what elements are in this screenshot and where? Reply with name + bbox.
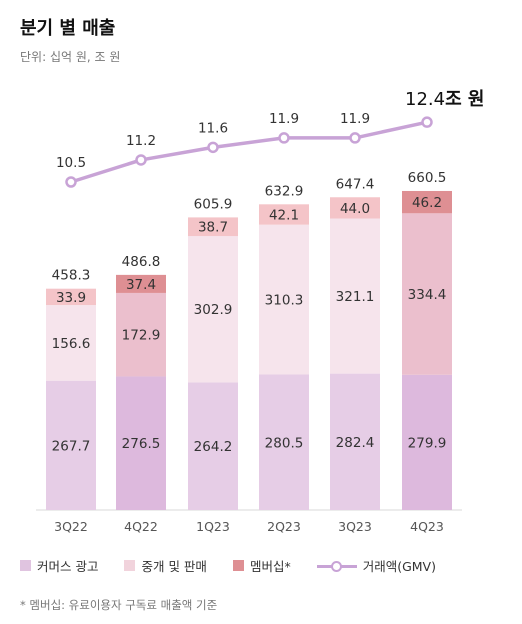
x-tick-label-3Q22: 3Q22 — [54, 519, 88, 534]
bar-1Q23-series-0 — [188, 382, 238, 510]
chart-legend: 커머스 광고 중개 및 판매 멤버십* 거래액(GMV) — [20, 556, 462, 575]
gmv-point-2Q23 — [278, 132, 290, 144]
bar-4Q22-series-2 — [116, 274, 166, 293]
total-label-4Q23: 660.5 — [408, 170, 447, 186]
legend-swatch-brokerage — [124, 560, 136, 571]
gmv-label-1Q23: 11.6 — [198, 120, 228, 136]
gmv-point-4Q23 — [421, 116, 433, 128]
bar-3Q22-series-2 — [46, 288, 96, 306]
legend-label-commerce: 커머스 광고 — [37, 559, 99, 574]
legend-item-membership: 멤버십* — [232, 556, 291, 575]
data-label-3Q23-series-0: 282.4 — [336, 435, 375, 451]
data-label-3Q22-series-0: 267.7 — [52, 438, 91, 454]
data-label-1Q23-series-1: 302.9 — [194, 302, 233, 318]
data-label-3Q23-series-1: 321.1 — [336, 289, 375, 305]
bar-2Q23-series-1 — [259, 224, 309, 375]
data-label-4Q22-series-1: 172.9 — [122, 328, 161, 344]
data-label-2Q23-series-0: 280.5 — [265, 435, 304, 451]
bar-1Q23-series-2 — [188, 217, 238, 237]
gmv-label-4Q22: 11.2 — [126, 133, 156, 149]
legend-line-gmv-icon — [316, 560, 357, 572]
x-tick-label-2Q23: 2Q23 — [267, 519, 301, 534]
data-label-1Q23-series-0: 264.2 — [194, 439, 233, 455]
chart-title: 분기 별 매출 — [20, 18, 116, 39]
x-tick-label-4Q23: 4Q23 — [410, 519, 444, 534]
bar-4Q23-series-2 — [402, 190, 452, 214]
gmv-label-last-unit: 조 원 — [445, 89, 484, 110]
bar-1Q23-series-1 — [188, 236, 238, 383]
gmv-point-3Q22 — [65, 176, 77, 188]
total-label-3Q23: 647.4 — [336, 176, 375, 192]
data-label-2Q23-series-2: 42.1 — [269, 207, 299, 223]
bar-3Q23-series-2 — [330, 197, 380, 219]
gmv-label-3Q22: 10.5 — [56, 155, 86, 171]
data-label-4Q23-series-2: 46.2 — [412, 195, 442, 211]
gmv-label-2Q23: 11.9 — [269, 111, 299, 127]
chart-unit-note: 단위: 십억 원, 조 원 — [20, 50, 121, 64]
bar-4Q22-series-1 — [116, 292, 166, 377]
bar-2Q23-series-2 — [259, 204, 309, 225]
x-tick-label-3Q23: 3Q23 — [338, 519, 372, 534]
total-label-2Q23: 632.9 — [265, 183, 304, 199]
legend-label-gmv: 거래액(GMV) — [362, 559, 436, 574]
legend-label-brokerage: 중개 및 판매 — [141, 559, 207, 574]
total-label-3Q22: 458.3 — [52, 268, 91, 284]
legend-swatch-commerce — [20, 560, 31, 571]
x-tick-label-1Q23: 1Q23 — [196, 519, 230, 534]
footnote: * 멤버십: 유료이용자 구독료 매출액 기준 — [20, 598, 218, 612]
total-label-1Q23: 605.9 — [194, 196, 233, 212]
data-label-4Q22-series-0: 276.5 — [122, 436, 161, 452]
data-label-3Q22-series-1: 156.6 — [52, 336, 91, 352]
data-label-2Q23-series-1: 310.3 — [265, 293, 304, 309]
legend-item-brokerage: 중개 및 판매 — [124, 556, 207, 575]
data-label-4Q22-series-2: 37.4 — [126, 277, 156, 293]
data-label-1Q23-series-2: 38.7 — [198, 220, 228, 236]
legend-swatch-membership — [232, 560, 244, 571]
gmv-point-1Q23 — [207, 141, 219, 154]
bar-4Q23-series-0 — [402, 374, 452, 510]
gmv-label-last-value: 12.4 — [405, 89, 445, 110]
legend-item-commerce: 커머스 광고 — [20, 556, 98, 575]
bar-4Q22-series-0 — [116, 376, 166, 510]
bar-3Q23-series-1 — [330, 218, 380, 374]
bar-3Q22-series-0 — [46, 380, 96, 510]
bar-3Q23-series-0 — [330, 373, 380, 510]
data-label-3Q22-series-2: 33.9 — [56, 290, 86, 306]
data-label-4Q23-series-1: 334.4 — [408, 287, 447, 303]
legend-item-gmv: 거래액(GMV) — [316, 556, 436, 575]
x-tick-label-4Q22: 4Q22 — [124, 519, 158, 534]
data-label-4Q23-series-0: 279.9 — [408, 435, 447, 451]
bar-3Q22-series-1 — [46, 305, 96, 381]
gmv-point-4Q22 — [135, 154, 147, 166]
gmv-label-3Q23: 11.9 — [340, 111, 370, 127]
gmv-label-last: 12.4조 원 — [405, 89, 484, 110]
gmv-point-3Q23 — [349, 132, 361, 144]
data-label-3Q23-series-2: 44.0 — [340, 201, 370, 217]
bar-2Q23-series-0 — [259, 374, 309, 510]
total-label-4Q22: 486.8 — [122, 254, 161, 270]
legend-label-membership: 멤버십* — [249, 559, 291, 574]
bar-4Q23-series-1 — [402, 213, 452, 375]
gmv-line — [69, 120, 429, 184]
